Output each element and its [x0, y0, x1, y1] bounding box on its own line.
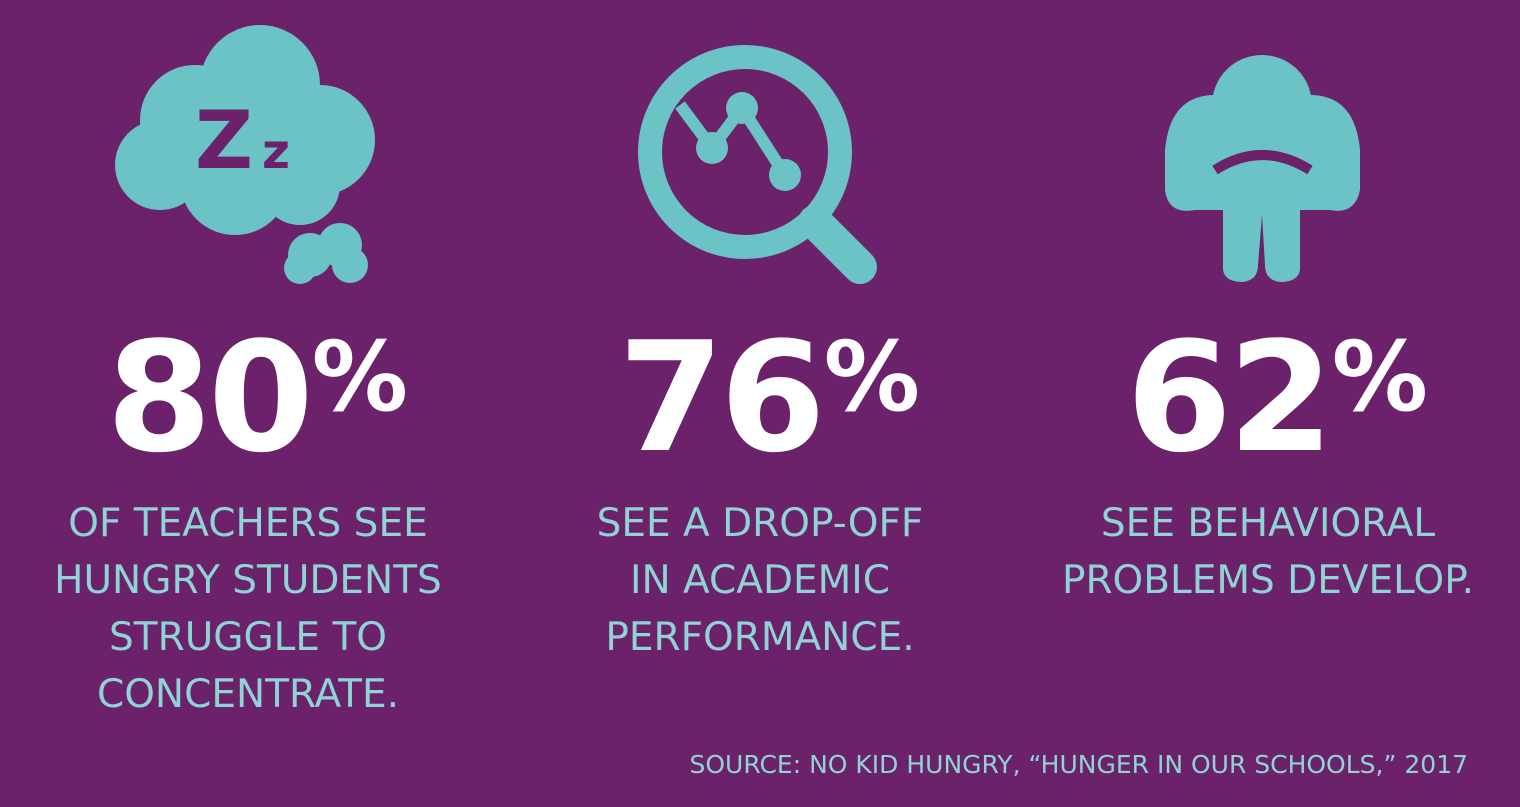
stat-text: SEE BEHAVIORAL	[1101, 501, 1435, 546]
source: SOURCE: NO KID HUNGRY, “HUNGER IN OUR SC…	[689, 750, 1468, 779]
stat-text: PERFORMANCE.	[605, 615, 914, 660]
stat-value: 80	[106, 309, 310, 486]
stat-text: HUNGRY STUDENTS	[54, 558, 442, 603]
stat-unit: %	[1332, 321, 1428, 433]
stat-unit: %	[824, 321, 920, 433]
svg-text:Z: Z	[195, 94, 253, 187]
stat-text: PROBLEMS DEVELOP.	[1062, 558, 1474, 603]
stat-value: 62	[1126, 309, 1330, 486]
magnifier-icon	[638, 45, 877, 284]
stat-unit: %	[312, 321, 408, 433]
sleep-icon: Z z	[115, 25, 375, 284]
stat-value: 76	[618, 309, 822, 486]
stat-text: SEE A DROP-OFF	[597, 501, 924, 546]
stat-text: OF TEACHERS SEE	[68, 501, 427, 546]
person-icon	[1165, 55, 1360, 282]
stat-text: IN ACADEMIC	[630, 558, 890, 603]
stat-text: CONCENTRATE.	[97, 672, 399, 717]
svg-text:z: z	[262, 124, 290, 180]
stat-text: STRUGGLE TO	[109, 615, 387, 660]
